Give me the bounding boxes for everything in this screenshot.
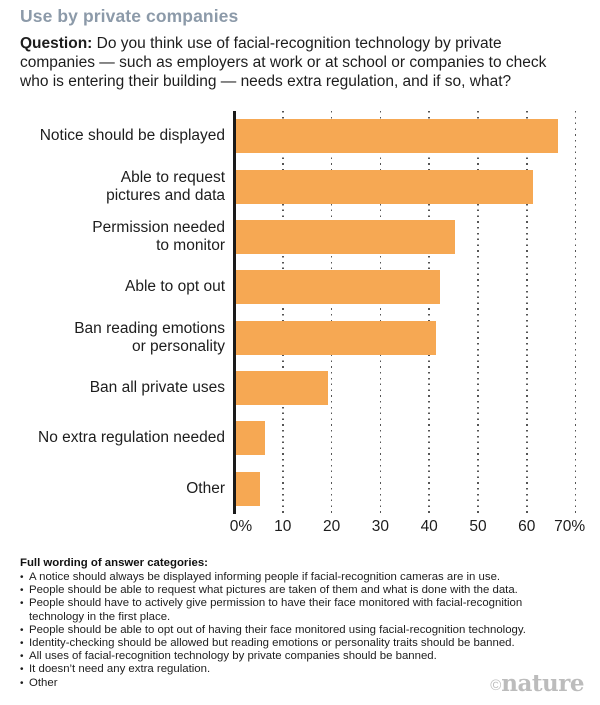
category-label: Ban all private uses: [89, 379, 225, 397]
x-tick-label: 40: [420, 518, 438, 535]
x-tick-label: 60: [518, 518, 536, 535]
gridline-70: [574, 111, 577, 514]
bar: [235, 371, 329, 406]
gridline-10: [282, 111, 284, 514]
bar-row: Other: [0, 464, 600, 514]
bar: [235, 320, 436, 355]
bar-chart: Notice should be displayed Able to reques…: [0, 111, 600, 541]
brand-name: nature: [501, 670, 584, 697]
category-label: Other: [186, 479, 225, 497]
gridline-60: [526, 111, 528, 514]
category-label: Able to request pictures and data: [106, 168, 225, 204]
x-tick-label: 10: [274, 518, 292, 535]
x-tick-label: 70%: [554, 518, 586, 535]
question-label: Question:: [20, 35, 93, 52]
footnote-item: People should be able to request what pi…: [20, 584, 576, 597]
bar: [235, 219, 456, 254]
gridline-20: [330, 111, 333, 514]
question-text: Question: Do you think use of facial-rec…: [20, 34, 586, 91]
bar: [235, 119, 558, 154]
x-tick-label: 50: [469, 518, 487, 535]
bar-row: Permission needed to monitor: [0, 212, 600, 262]
gridline-40: [428, 111, 430, 514]
category-label: No extra regulation needed: [38, 429, 225, 447]
bar-row: No extra regulation needed: [0, 413, 600, 463]
x-tick-label: 20: [322, 518, 341, 535]
bar-row: Notice should be displayed: [0, 111, 600, 161]
chart-title: Use by private companies: [20, 6, 239, 26]
bar: [235, 421, 265, 456]
bar-row: Ban all private uses: [0, 363, 600, 413]
footnote-item: It doesn’t need any extra regulation.: [20, 663, 576, 676]
footnote-item: A notice should always be displayed info…: [20, 571, 576, 584]
footnotes-list: A notice should always be displayed info…: [20, 571, 576, 690]
copyright-icon: ©: [490, 677, 502, 694]
chart-plot: Notice should be displayed Able to reques…: [0, 111, 600, 514]
category-label: Ban reading emotions or personality: [74, 319, 225, 355]
x-axis-ticks: 0% 10 20 30 40 50 60 70%: [0, 518, 600, 542]
bar-row: Able to request pictures and data: [0, 161, 600, 211]
gridline-30: [379, 111, 382, 514]
chart-header: Use by private companies Question: Do yo…: [20, 6, 586, 91]
bar: [235, 270, 441, 305]
bar-row: Able to opt out: [0, 262, 600, 312]
gridline-50: [477, 111, 479, 514]
footnote-item: Other: [20, 677, 576, 690]
footnote-item: People should be able to opt out of havi…: [20, 624, 576, 637]
footnotes-heading: Full wording of answer categories:: [20, 557, 208, 569]
x-tick-label: 0%: [229, 518, 253, 535]
y-axis-line: [233, 111, 236, 514]
bar-row: Ban reading emotions or personality: [0, 313, 600, 363]
category-label: Permission needed to monitor: [92, 218, 225, 254]
category-label: Notice should be displayed: [39, 127, 225, 145]
footnote-item: People should have to actively give perm…: [20, 597, 576, 623]
footnote-item: Identity-checking should be allowed but …: [20, 637, 576, 650]
x-tick-label: 30: [371, 518, 390, 535]
question-body: Do you think use of facial-recognition t…: [20, 35, 547, 90]
nature-watermark: ©nature: [490, 672, 584, 698]
bar: [235, 471, 260, 506]
bar: [235, 169, 534, 204]
footnotes-section: Full wording of answer categories: A not…: [20, 557, 576, 690]
footnote-item: All uses of facial-recognition technolog…: [20, 650, 576, 663]
category-label: Able to opt out: [125, 278, 225, 296]
